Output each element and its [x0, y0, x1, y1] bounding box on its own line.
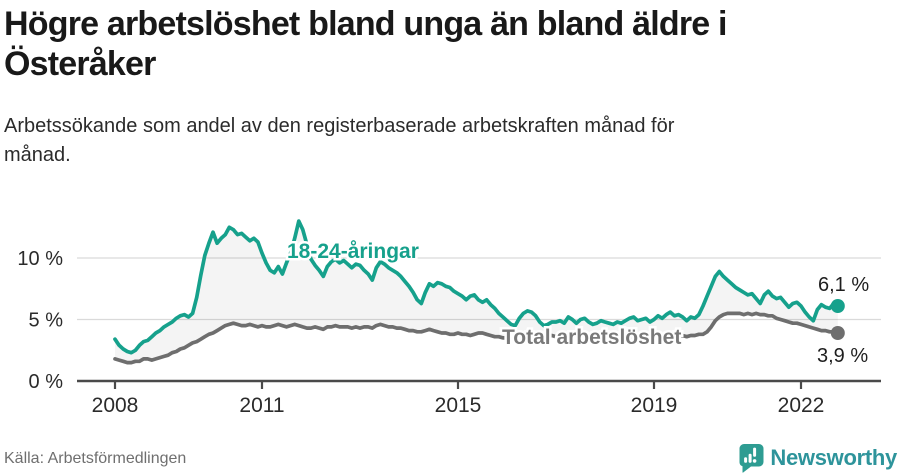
page-title: Högre arbetslöshet bland unga än bland ä…: [4, 4, 884, 84]
total-end-dot: [830, 326, 845, 340]
y-axis-label-10: 10 %: [17, 248, 63, 270]
subtitle-line-1: Arbetssökande som andel av den registerb…: [4, 115, 675, 137]
between-fill: [115, 221, 838, 363]
youth-series-line: [113, 219, 840, 355]
total-series-label: Total arbetslöshet: [502, 326, 681, 349]
source-credit: Källa: Arbetsförmedlingen: [4, 450, 187, 467]
youth-end-dot: [830, 299, 845, 313]
brand-name: Newsworthy: [770, 445, 897, 470]
brand-logo: Newsworthy: [738, 443, 897, 473]
x-axis-label-2015: 2015: [435, 394, 482, 417]
x-axis-label-2008: 2008: [92, 394, 139, 417]
x-axis-label-2011: 2011: [239, 394, 284, 417]
y-axis-label-5: 5 %: [29, 310, 64, 332]
title-line-1: Högre arbetslöshet bland unga än bland ä…: [4, 5, 727, 43]
x-axis-label-2019: 2019: [631, 394, 678, 417]
chart-subtitle: Arbetssökande som andel av den registerb…: [4, 112, 884, 170]
youth-series-label: 18-24-åringar: [287, 240, 419, 263]
y-axis-label-0: 0 %: [29, 371, 64, 393]
total-series-line: [113, 311, 840, 365]
title-line-2: Österåker: [4, 45, 156, 83]
total-end-value-label: 3,9 %: [817, 345, 868, 367]
subtitle-line-2: månad.: [4, 144, 71, 166]
x-axis-label-2022: 2022: [778, 394, 825, 417]
newsworthy-bar-chart-badge-icon: [739, 444, 764, 473]
youth-end-value-label: 6,1 %: [818, 274, 869, 296]
